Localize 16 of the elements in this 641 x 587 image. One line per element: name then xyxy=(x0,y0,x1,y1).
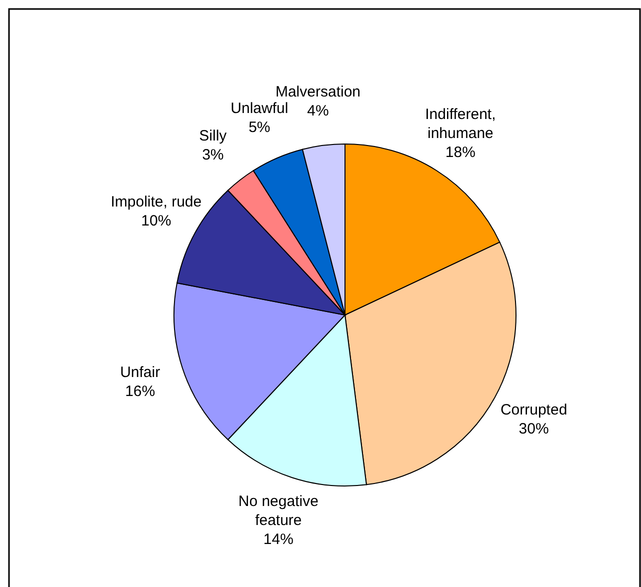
data-label: 10% xyxy=(141,212,172,230)
slice-label: No negative feature xyxy=(238,492,318,529)
data-label: 3% xyxy=(202,146,224,164)
data-label: 5% xyxy=(248,118,270,136)
slice-label: Corrupted xyxy=(500,401,568,418)
data-label: 30% xyxy=(518,420,549,438)
data-label: 4% xyxy=(307,102,329,120)
slice-label: Unlawful xyxy=(230,100,288,117)
slice-label: Malversation xyxy=(275,84,361,101)
slice-label: Impolite, rude xyxy=(110,194,202,211)
data-label: 18% xyxy=(445,144,476,162)
slice-label: Indifferent, inhumane xyxy=(425,106,496,142)
data-label: 16% xyxy=(125,383,156,400)
data-label: 14% xyxy=(263,530,294,548)
slice-label: Silly xyxy=(199,127,228,144)
slice-label: Unfair xyxy=(120,364,160,382)
